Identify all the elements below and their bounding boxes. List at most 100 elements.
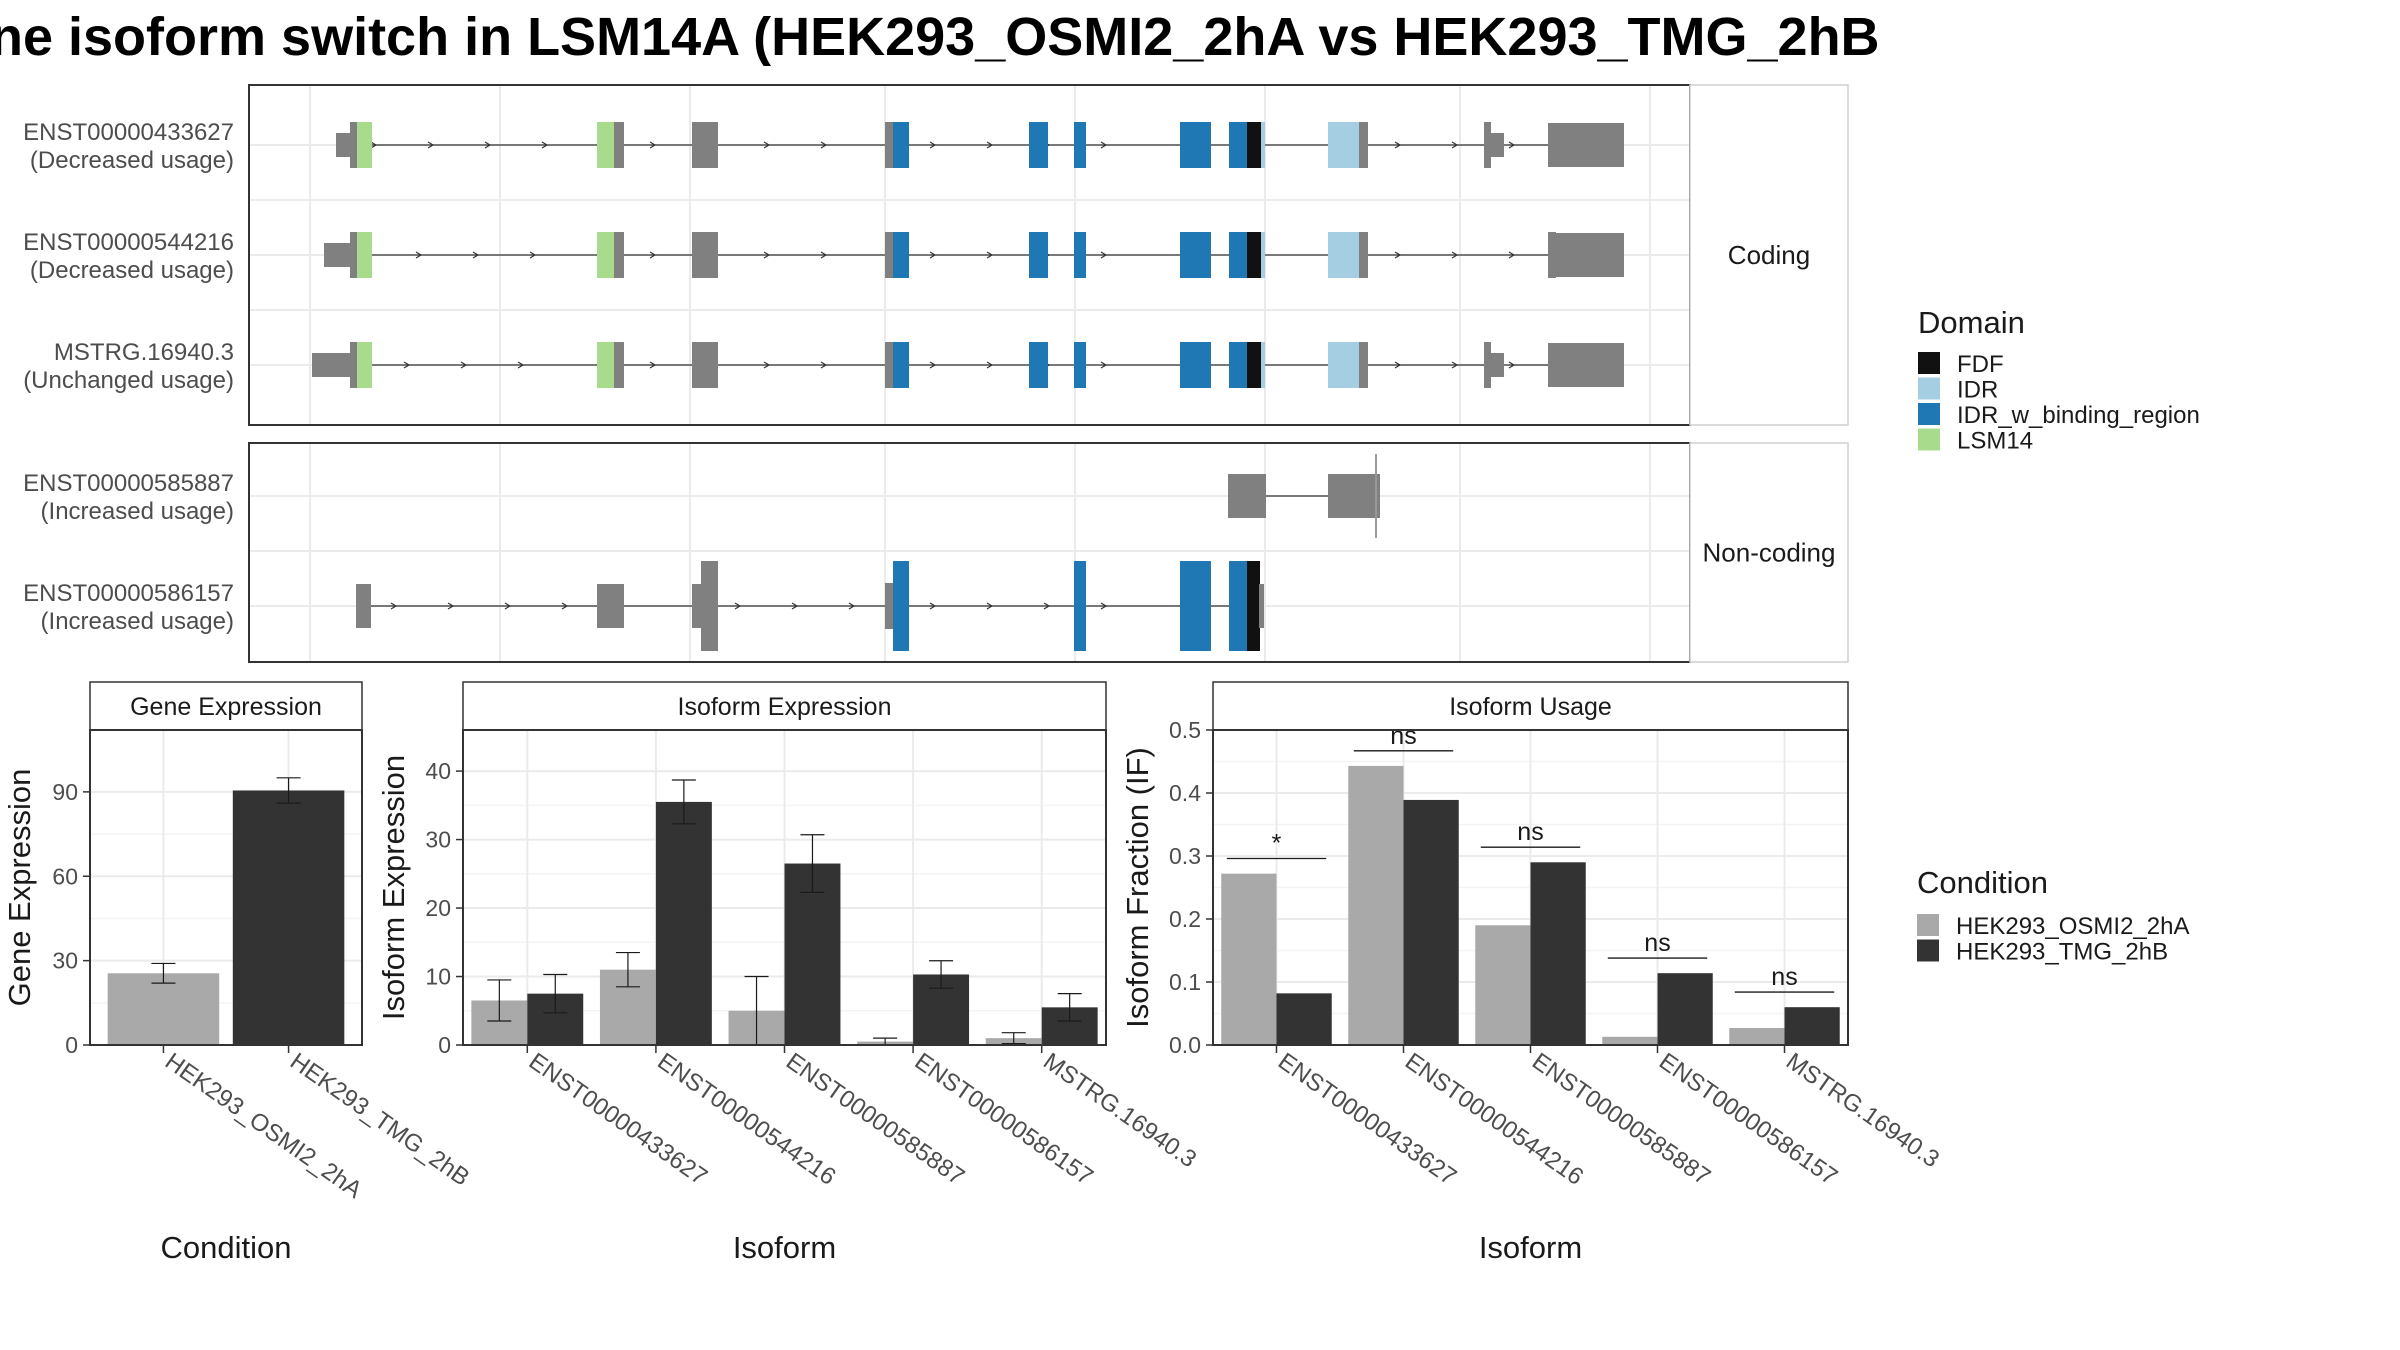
panel-background [249,443,1690,662]
domain-legend-swatch [1918,403,1940,425]
bar [784,863,841,1045]
exon-block [1247,561,1260,651]
exon-block [1484,342,1491,388]
utr-block [356,584,371,628]
y-tick-label: 0 [65,1032,78,1058]
y-tick-label: 40 [425,758,451,784]
exon-block [885,583,894,629]
intron-arrow [472,251,480,259]
bar [1403,799,1459,1045]
chart-title: Isoform Usage [1449,693,1612,721]
transcript-label: ENST00000586157 [23,580,234,607]
transcript-usage-label: (Decreased usage) [30,147,234,174]
exon-block [1180,561,1211,651]
exon-block [692,342,718,388]
exon-block [1261,122,1265,168]
chart-strip [1212,681,1849,731]
intron-arrow [929,361,937,369]
exon-block [1484,122,1491,168]
utr-block [336,133,352,157]
exon-block [1074,122,1086,168]
intron-arrow [1043,602,1051,610]
intron-arrow [820,251,828,259]
y-tick-label: 0.0 [1169,1032,1201,1058]
condition-legend-title: Condition [1917,865,2048,900]
intron-arrow [427,141,435,149]
exon-block [893,342,909,388]
intron-arrow [561,602,569,610]
intron-arrow [1100,141,1108,149]
significance-label: * [1272,830,1282,858]
exon-block [893,232,909,278]
y-axis-title: Gene Expression [2,769,37,1007]
transcript-usage-label: (Unchanged usage) [23,367,234,394]
intron-arrow [484,141,492,149]
utr-block [1490,133,1504,157]
bar [1530,862,1586,1045]
bar [1729,1027,1785,1045]
intron-arrow [504,602,512,610]
exon-block [357,232,372,278]
utr-block [324,243,352,267]
intron-arrow [529,251,537,259]
significance-label: ns [1390,722,1416,750]
intron-arrow [447,602,455,610]
y-tick-label: 0 [438,1032,451,1058]
exon-block [1180,232,1211,278]
exon-block [357,342,372,388]
intron-arrow [1508,361,1516,369]
exon-block [1261,342,1265,388]
exon-block [893,561,909,651]
bar [1348,765,1404,1045]
exon-block [701,561,718,651]
domain-legend-label: FDF [1957,351,2004,378]
exon-block [1229,342,1247,388]
exon-block [1180,342,1211,388]
exon-block [1229,122,1247,168]
exon-block [1029,342,1048,388]
condition-legend-label: HEK293_OSMI2_2hA [1956,913,2189,940]
exon-block [885,342,894,388]
isoform-usage-chart: Isoform Usage * ns ns ns ns 0.0 0.1 0.2 0.3 0.4 0.5… [1120,681,1944,1265]
condition-legend-swatch [1917,939,1939,962]
exon-block [1029,122,1048,168]
exon-block [1359,342,1368,388]
chart-title: Isoform Expression [678,693,892,721]
exon-block [1328,232,1360,278]
bar [1221,873,1277,1045]
panel-strip [1689,84,1849,426]
intron-arrow [1100,361,1108,369]
utr-block [1548,123,1624,167]
significance-label: ns [1771,963,1797,991]
exon-block [1074,232,1086,278]
exon-block [357,122,372,168]
utr-block [692,584,701,628]
intron-arrow [986,251,994,259]
significance-label: ns [1517,818,1543,846]
utr-block [1548,343,1624,387]
exon-block [614,122,624,168]
x-axis-title: Isoform [1479,1230,1582,1265]
exon-block [1074,561,1086,651]
intron-arrow [390,602,398,610]
domain-legend-swatch [1918,428,1940,451]
figure-title: ne isoform switch in LSM14A (HEK293_OSMI… [0,7,1880,67]
bar [1475,925,1531,1045]
x-axis-title: Isoform [733,1230,836,1265]
exon-block [1228,474,1266,518]
utr-block [1548,233,1624,277]
chart-title: Gene Expression [130,693,322,721]
noncoding-strip-label: Non-coding [1703,538,1836,568]
utr-block [1259,584,1264,628]
exon-block [1328,342,1360,388]
intron-arrow [848,602,856,610]
exon-block [1359,232,1368,278]
domain-legend-label: IDR [1957,377,1998,404]
domain-legend-label: IDR_w_binding_region [1957,402,2200,429]
exon-block [1261,232,1265,278]
y-tick-label: 30 [425,827,451,853]
